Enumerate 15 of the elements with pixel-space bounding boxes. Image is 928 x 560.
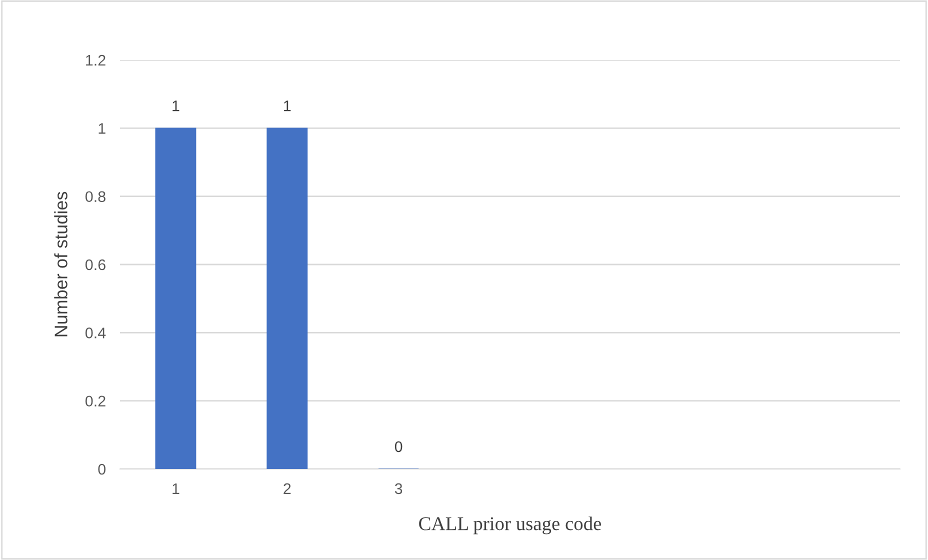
y-tick-label: 1 [98, 123, 106, 134]
y-axis-title: Number of studies [54, 192, 68, 336]
y-tick-label: 0.8 [85, 191, 106, 202]
data-label: 1 [284, 100, 291, 112]
y-tick-label: 0.6 [85, 259, 106, 270]
x-tick-label: 2 [284, 483, 291, 494]
y-tick-label: 0 [98, 464, 106, 475]
data-label: 1 [172, 100, 180, 112]
y-tick-label: 0.2 [85, 396, 106, 407]
x-tick-label: 1 [172, 483, 180, 494]
y-tick-label: 1.2 [86, 54, 106, 66]
y-tick-label: 0.4 [85, 328, 106, 338]
x-tick-label: 3 [394, 483, 402, 494]
x-axis-title: CALL prior usage code [419, 516, 602, 534]
data-label: 0 [394, 441, 402, 452]
